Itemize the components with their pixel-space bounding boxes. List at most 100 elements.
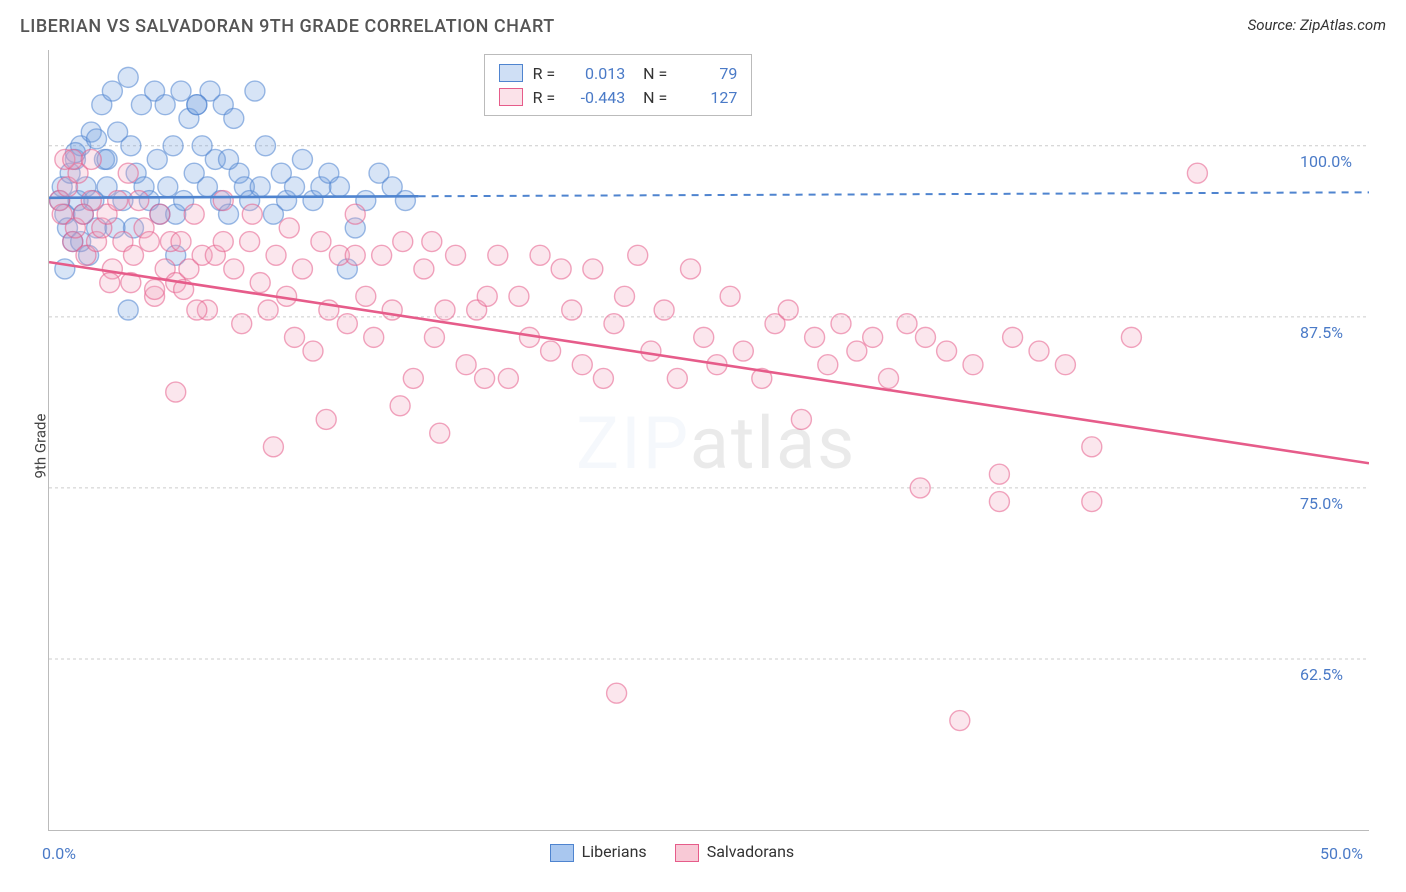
data-point — [55, 259, 75, 279]
data-point — [364, 327, 384, 347]
data-point — [232, 314, 252, 334]
data-point — [263, 437, 283, 457]
data-point — [285, 327, 305, 347]
data-point — [150, 204, 170, 224]
data-point — [118, 67, 138, 87]
data-point — [372, 245, 392, 265]
data-point — [311, 232, 331, 252]
data-point — [279, 218, 299, 238]
data-point — [118, 300, 138, 320]
data-point — [81, 149, 101, 169]
series-legend: LiberiansSalvadorans — [550, 842, 795, 862]
data-point — [847, 341, 867, 361]
data-point — [593, 368, 613, 388]
legend-item: Liberians — [550, 842, 647, 862]
data-point — [81, 191, 101, 211]
data-point — [345, 204, 365, 224]
data-point — [1121, 327, 1141, 347]
data-point — [224, 108, 244, 128]
data-point — [163, 136, 183, 156]
data-point — [430, 423, 450, 443]
legend-row: R =-0.443 N =127 — [499, 85, 738, 109]
data-point — [641, 341, 661, 361]
data-point — [1003, 327, 1023, 347]
data-point — [551, 259, 571, 279]
data-point — [266, 245, 286, 265]
data-point — [1082, 437, 1102, 457]
data-point — [393, 232, 413, 252]
data-point — [831, 314, 851, 334]
data-point — [292, 149, 312, 169]
chart-container: LIBERIAN VS SALVADORAN 9TH GRADE CORRELA… — [0, 0, 1406, 892]
data-point — [615, 286, 635, 306]
legend-n-value: 79 — [677, 64, 737, 83]
data-point — [187, 300, 207, 320]
data-point — [720, 286, 740, 306]
data-point — [694, 327, 714, 347]
data-point — [583, 259, 603, 279]
data-point — [129, 191, 149, 211]
data-point — [681, 259, 701, 279]
data-point — [572, 355, 592, 375]
data-point — [818, 355, 838, 375]
data-point — [805, 327, 825, 347]
data-point — [219, 149, 239, 169]
data-point — [118, 163, 138, 183]
data-point — [292, 259, 312, 279]
data-point — [733, 341, 753, 361]
data-point — [1055, 355, 1075, 375]
data-point — [403, 368, 423, 388]
data-point — [171, 81, 191, 101]
data-point — [250, 177, 270, 197]
data-point — [950, 711, 970, 731]
correlation-legend: R = 0.013 N = 79 R =-0.443 N =127 — [484, 54, 753, 116]
data-point — [245, 81, 265, 101]
data-point — [897, 314, 917, 334]
data-point — [989, 492, 1009, 512]
y-tick-label: 100.0% — [1300, 152, 1352, 171]
data-point — [989, 464, 1009, 484]
data-point — [155, 95, 175, 115]
y-tick-label: 62.5% — [1300, 665, 1343, 684]
x-tick-label: 50.0% — [1320, 844, 1363, 863]
legend-r-value: 0.013 — [565, 64, 625, 83]
data-point — [184, 204, 204, 224]
data-point — [654, 300, 674, 320]
data-point — [477, 286, 497, 306]
data-point — [963, 355, 983, 375]
data-point — [356, 286, 376, 306]
y-tick-label: 75.0% — [1300, 494, 1343, 513]
data-point — [255, 136, 275, 156]
data-point — [1029, 341, 1049, 361]
data-point — [87, 129, 107, 149]
data-point — [509, 286, 529, 306]
data-point — [100, 273, 120, 293]
data-point — [435, 300, 455, 320]
data-point — [791, 409, 811, 429]
data-point — [414, 259, 434, 279]
data-point — [667, 368, 687, 388]
data-point — [139, 232, 159, 252]
data-point — [337, 314, 357, 334]
legend-swatch — [499, 88, 523, 106]
legend-stat-label: N = — [635, 88, 667, 107]
legend-row: R =0.013 N =79 — [499, 61, 738, 85]
data-point — [863, 327, 883, 347]
data-point — [498, 368, 518, 388]
data-point — [213, 232, 233, 252]
data-point — [171, 232, 191, 252]
data-point — [345, 245, 365, 265]
data-point — [424, 327, 444, 347]
plot-area — [48, 50, 1369, 831]
data-point — [475, 368, 495, 388]
chart-title: LIBERIAN VS SALVADORAN 9TH GRADE CORRELA… — [20, 16, 555, 37]
data-point — [329, 177, 349, 197]
data-point — [395, 191, 415, 211]
source-attribution: Source: ZipAtlas.com — [1248, 16, 1386, 34]
legend-stat-label: R = — [533, 64, 556, 83]
data-point — [879, 368, 899, 388]
data-point — [121, 136, 141, 156]
data-point — [910, 478, 930, 498]
legend-swatch — [675, 844, 699, 862]
data-point — [147, 149, 167, 169]
